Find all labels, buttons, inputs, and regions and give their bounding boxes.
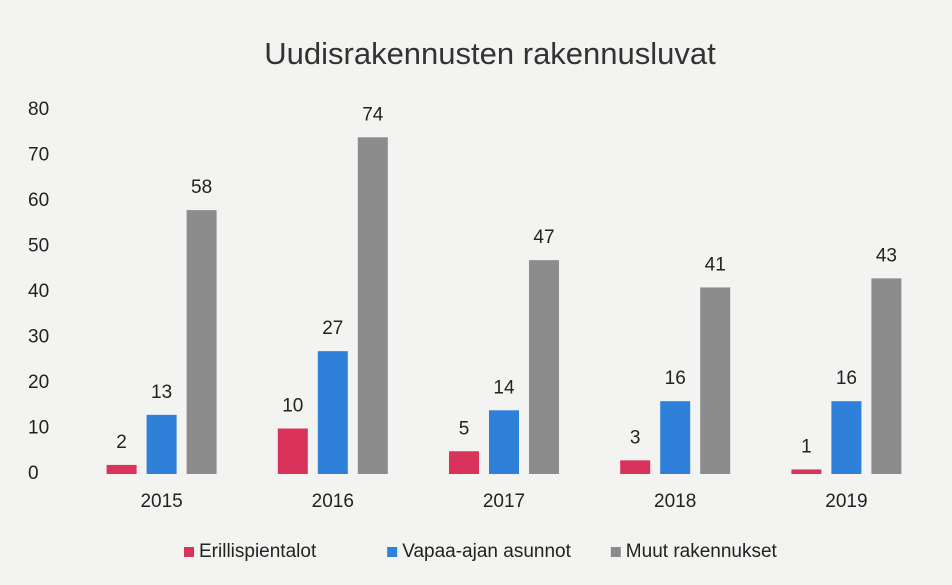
y-tick-label: 10 — [28, 418, 49, 439]
bar — [317, 351, 348, 474]
data-label: 16 — [665, 368, 686, 389]
y-tick-label: 70 — [28, 145, 49, 166]
data-label: 13 — [151, 382, 172, 403]
data-label: 27 — [322, 318, 343, 339]
data-label: 74 — [362, 104, 384, 125]
data-label: 43 — [876, 245, 897, 266]
data-label: 41 — [705, 254, 726, 275]
bar — [277, 428, 308, 474]
bar — [357, 137, 388, 475]
data-label: 14 — [493, 377, 515, 398]
data-label: 3 — [630, 427, 641, 448]
legend-label: Vapaa-ajan asunnot — [402, 541, 571, 562]
bar — [700, 287, 731, 474]
data-label: 2 — [116, 432, 127, 453]
y-tick-label: 30 — [28, 327, 49, 348]
legend-swatch — [610, 547, 621, 557]
data-label: 16 — [836, 368, 857, 389]
y-tick-label: 20 — [28, 372, 49, 393]
bar — [186, 210, 217, 474]
y-tick-label: 60 — [28, 190, 49, 211]
x-tick-label: 2019 — [825, 491, 867, 512]
bar — [146, 414, 177, 474]
x-tick-label: 2015 — [140, 491, 182, 512]
data-label: 5 — [459, 418, 470, 439]
bar — [106, 464, 137, 474]
bar — [660, 401, 691, 474]
y-tick-label: 40 — [28, 281, 49, 302]
bar — [620, 460, 651, 474]
legend-swatch — [387, 547, 398, 557]
data-label: 10 — [282, 396, 303, 417]
bar — [529, 260, 559, 474]
legend-label: Erillispientalot — [199, 541, 317, 562]
data-label: 1 — [801, 436, 812, 457]
x-tick-label: 2016 — [312, 491, 354, 512]
bar — [871, 278, 902, 474]
legend-label: Muut rakennukset — [626, 541, 778, 562]
bar — [489, 410, 519, 474]
bar — [449, 451, 479, 474]
bar — [791, 469, 822, 474]
chart-title: Uudisrakennusten rakennusluvat — [264, 36, 716, 71]
data-label: 47 — [533, 227, 554, 248]
y-tick-label: 80 — [28, 99, 49, 120]
y-tick-label: 0 — [28, 463, 39, 484]
legend-swatch — [184, 547, 194, 557]
x-tick-label: 2018 — [654, 491, 696, 512]
bar — [831, 401, 862, 474]
data-label: 58 — [191, 177, 212, 198]
y-tick-label: 50 — [28, 236, 49, 257]
x-tick-label: 2017 — [483, 491, 525, 512]
